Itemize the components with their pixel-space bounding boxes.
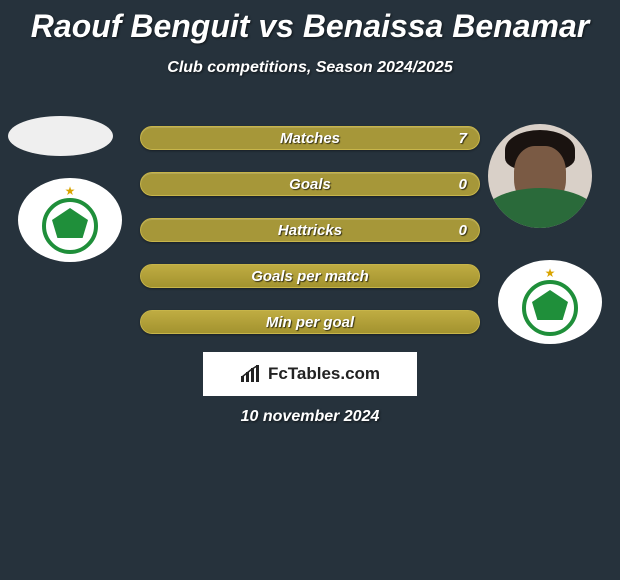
stat-bar-label: Matches bbox=[141, 127, 479, 149]
stat-bar-right-value: 7 bbox=[459, 127, 467, 149]
stat-bar-label: Hattricks bbox=[141, 219, 479, 241]
stat-bar-label: Goals bbox=[141, 173, 479, 195]
stat-bar: Min per goal bbox=[140, 310, 480, 334]
stat-bar: Goals0 bbox=[140, 172, 480, 196]
stat-bar-right-value: 0 bbox=[459, 219, 467, 241]
stat-bar: Matches7 bbox=[140, 126, 480, 150]
stat-bar-label: Min per goal bbox=[141, 311, 479, 333]
stat-bar-right-value: 0 bbox=[459, 173, 467, 195]
comparison-bars: Matches7Goals0Hattricks0Goals per matchM… bbox=[140, 126, 480, 356]
date-label: 10 november 2024 bbox=[0, 408, 620, 426]
stat-bar-label: Goals per match bbox=[141, 265, 479, 287]
player-left-avatar bbox=[8, 116, 113, 156]
chart-icon bbox=[240, 365, 262, 383]
star-icon: ★ bbox=[65, 184, 76, 198]
stat-bar: Hattricks0 bbox=[140, 218, 480, 242]
player-right-avatar bbox=[488, 124, 592, 228]
watermark: FcTables.com bbox=[203, 352, 417, 396]
subtitle: Club competitions, Season 2024/2025 bbox=[0, 59, 620, 77]
star-icon: ★ bbox=[545, 266, 556, 280]
stat-bar: Goals per match bbox=[140, 264, 480, 288]
watermark-text: FcTables.com bbox=[268, 364, 380, 384]
player-right-club-badge: ★ bbox=[498, 260, 602, 344]
avatar-body-shape bbox=[488, 188, 592, 228]
player-left-club-badge: ★ bbox=[18, 178, 122, 262]
page-title: Raouf Benguit vs Benaissa Benamar bbox=[0, 0, 620, 45]
